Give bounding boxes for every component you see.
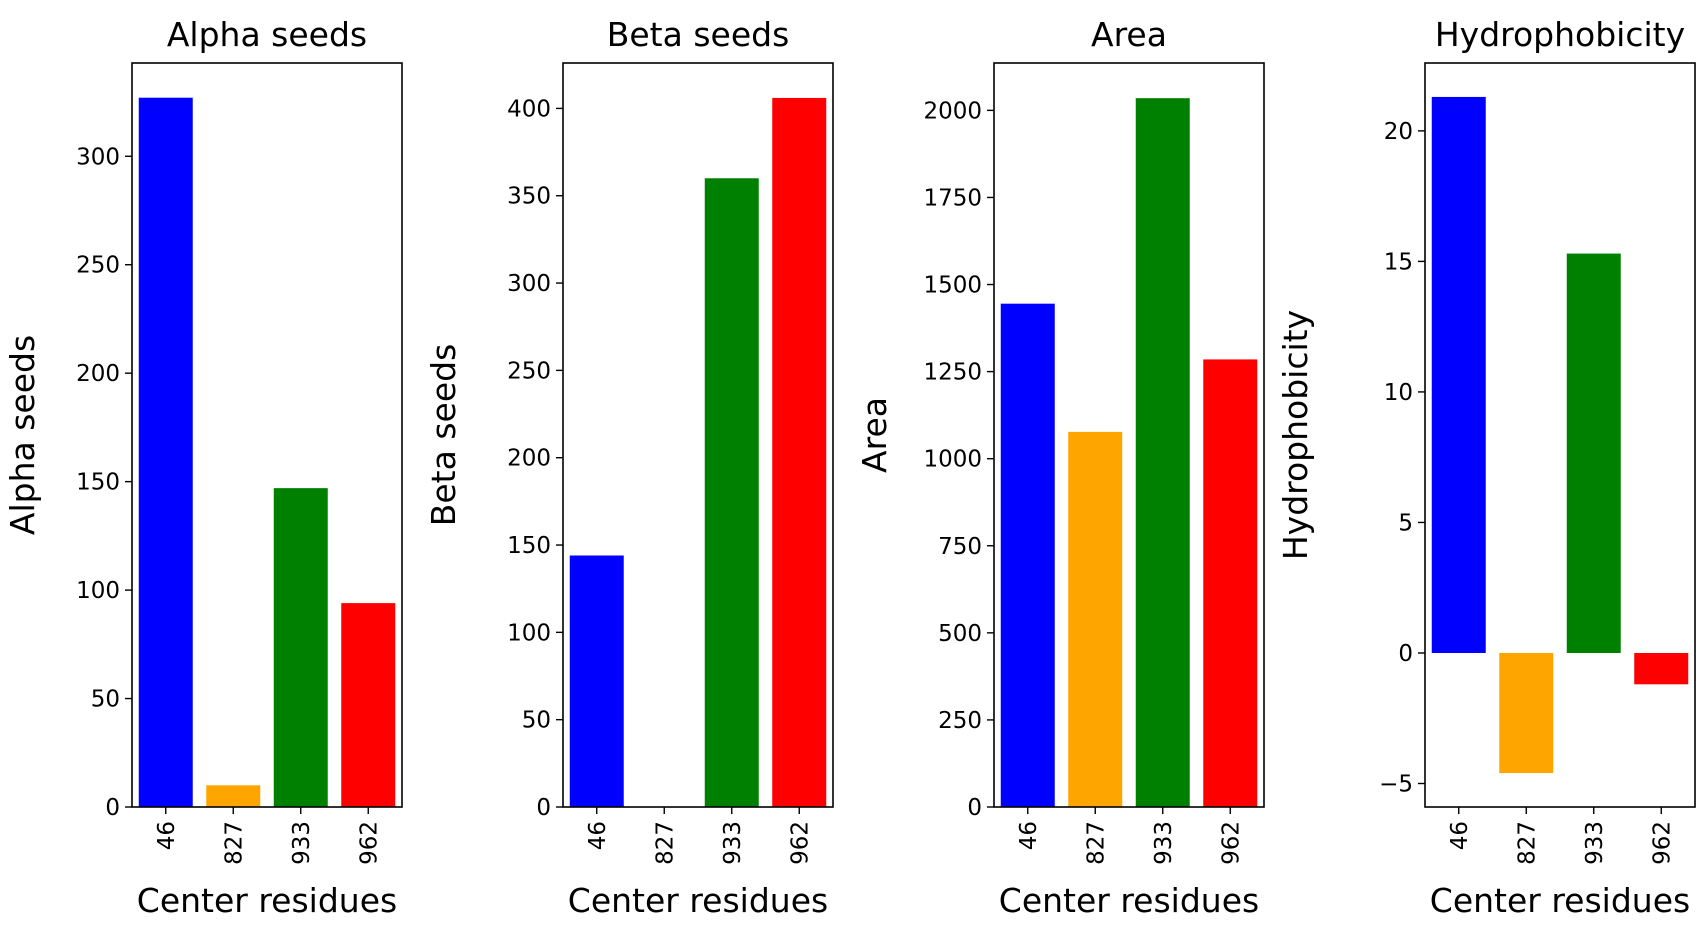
y-tick-label: 500 [938,621,982,647]
y-tick-label: 250 [507,358,551,384]
y-tick-label: 250 [938,708,982,734]
chart-panel-2: 0 50 100 150 200 250 300 350 400 46 827 933 962 Beta … [424,15,834,920]
axes-frame [562,62,834,808]
y-tick-label: 0 [536,795,551,821]
y-tick-label: 150 [76,470,120,496]
x-tick-label: 962 [787,821,813,865]
y-tick-label: 250 [76,253,120,279]
y-tick-label: 200 [76,361,120,387]
axes-frame [993,62,1265,808]
x-tick-label: 962 [356,821,382,865]
axes-frame [131,62,403,808]
x-tick-label: 46 [154,821,180,850]
y-tick-label: 100 [507,620,551,646]
x-axis-label: Center residues [1430,881,1690,920]
axes-frame [1424,62,1696,808]
x-tick-label: 962 [1218,821,1244,865]
x-tick-label: 962 [1649,821,1675,865]
y-tick-label: 400 [507,96,551,122]
x-tick-label: 933 [720,821,746,865]
y-axis-label: Area [855,397,894,473]
y-tick-label: 15 [1384,249,1413,275]
x-tick-label: 827 [1083,821,1109,865]
y-tick-label: 200 [507,446,551,472]
x-tick-label: 933 [1151,821,1177,865]
bar-46 [1431,96,1486,653]
x-tick-label: 827 [652,821,678,865]
x-tick-label: 827 [1514,821,1540,865]
y-tick-label: 1000 [923,447,982,473]
bar-933 [1566,253,1621,653]
y-tick-label: 350 [507,184,551,210]
bar-827 [1068,431,1123,807]
y-axis-label: Alpha seeds [3,335,42,535]
bar-827 [206,785,261,807]
y-tick-label: 300 [507,271,551,297]
y-tick-label: 5 [1398,510,1413,536]
y-tick-label: 0 [1398,641,1413,667]
x-axis-label: Center residues [999,881,1259,920]
y-tick-label: 300 [76,144,120,170]
x-tick-label: 46 [1447,821,1473,850]
bar-933 [273,488,328,807]
bar-827 [1499,652,1554,774]
chart-panel-3: 0 250 500 750 1000 1250 1500 1750 2000 46 827 933 96… [855,15,1265,920]
y-tick-label: 1750 [923,185,982,211]
x-axis-label: Center residues [568,881,828,920]
y-axis-label: Hydrophobicity [1276,310,1315,560]
bar-46 [1000,303,1055,807]
x-tick-label: 933 [289,821,315,865]
y-tick-label: 50 [91,687,120,713]
y-tick-label: 0 [967,795,982,821]
bar-962 [1634,652,1689,685]
y-tick-label: 1500 [923,273,982,299]
y-tick-label: 750 [938,534,982,560]
y-tick-label: 50 [522,708,551,734]
bar-962 [772,97,827,808]
bar-933 [1135,98,1190,808]
chart-panel-4: −5 0 5 10 15 20 46 827 933 962 Hydrophobicity Cente… [1276,15,1696,920]
chart-panel-1: 0 50 100 150 200 250 300 46 827 933 962 Alpha seeds… [3,15,403,920]
y-axis-label: Beta seeds [424,344,463,527]
y-tick-label: 150 [507,533,551,559]
bar-46 [138,97,193,807]
y-tick-label: 100 [76,578,120,604]
chart-title: Alpha seeds [167,15,367,54]
x-axis-label: Center residues [137,881,397,920]
chart-title: Area [1091,15,1167,54]
y-tick-label: 0 [105,795,120,821]
y-tick-label: 20 [1384,119,1413,145]
chart-title: Hydrophobicity [1435,15,1685,54]
bar-962 [341,603,396,807]
y-tick-label: 10 [1384,380,1413,406]
y-tick-label: −5 [1379,772,1413,798]
x-tick-label: 46 [1016,821,1042,850]
bar-933 [704,178,759,808]
bar-46 [569,555,624,807]
chart-title: Beta seeds [607,15,790,54]
y-tick-label: 2000 [923,98,982,124]
bar-962 [1203,359,1258,807]
x-tick-label: 933 [1582,821,1608,865]
x-tick-label: 827 [221,821,247,865]
x-tick-label: 46 [585,821,611,850]
y-tick-label: 1250 [923,360,982,386]
